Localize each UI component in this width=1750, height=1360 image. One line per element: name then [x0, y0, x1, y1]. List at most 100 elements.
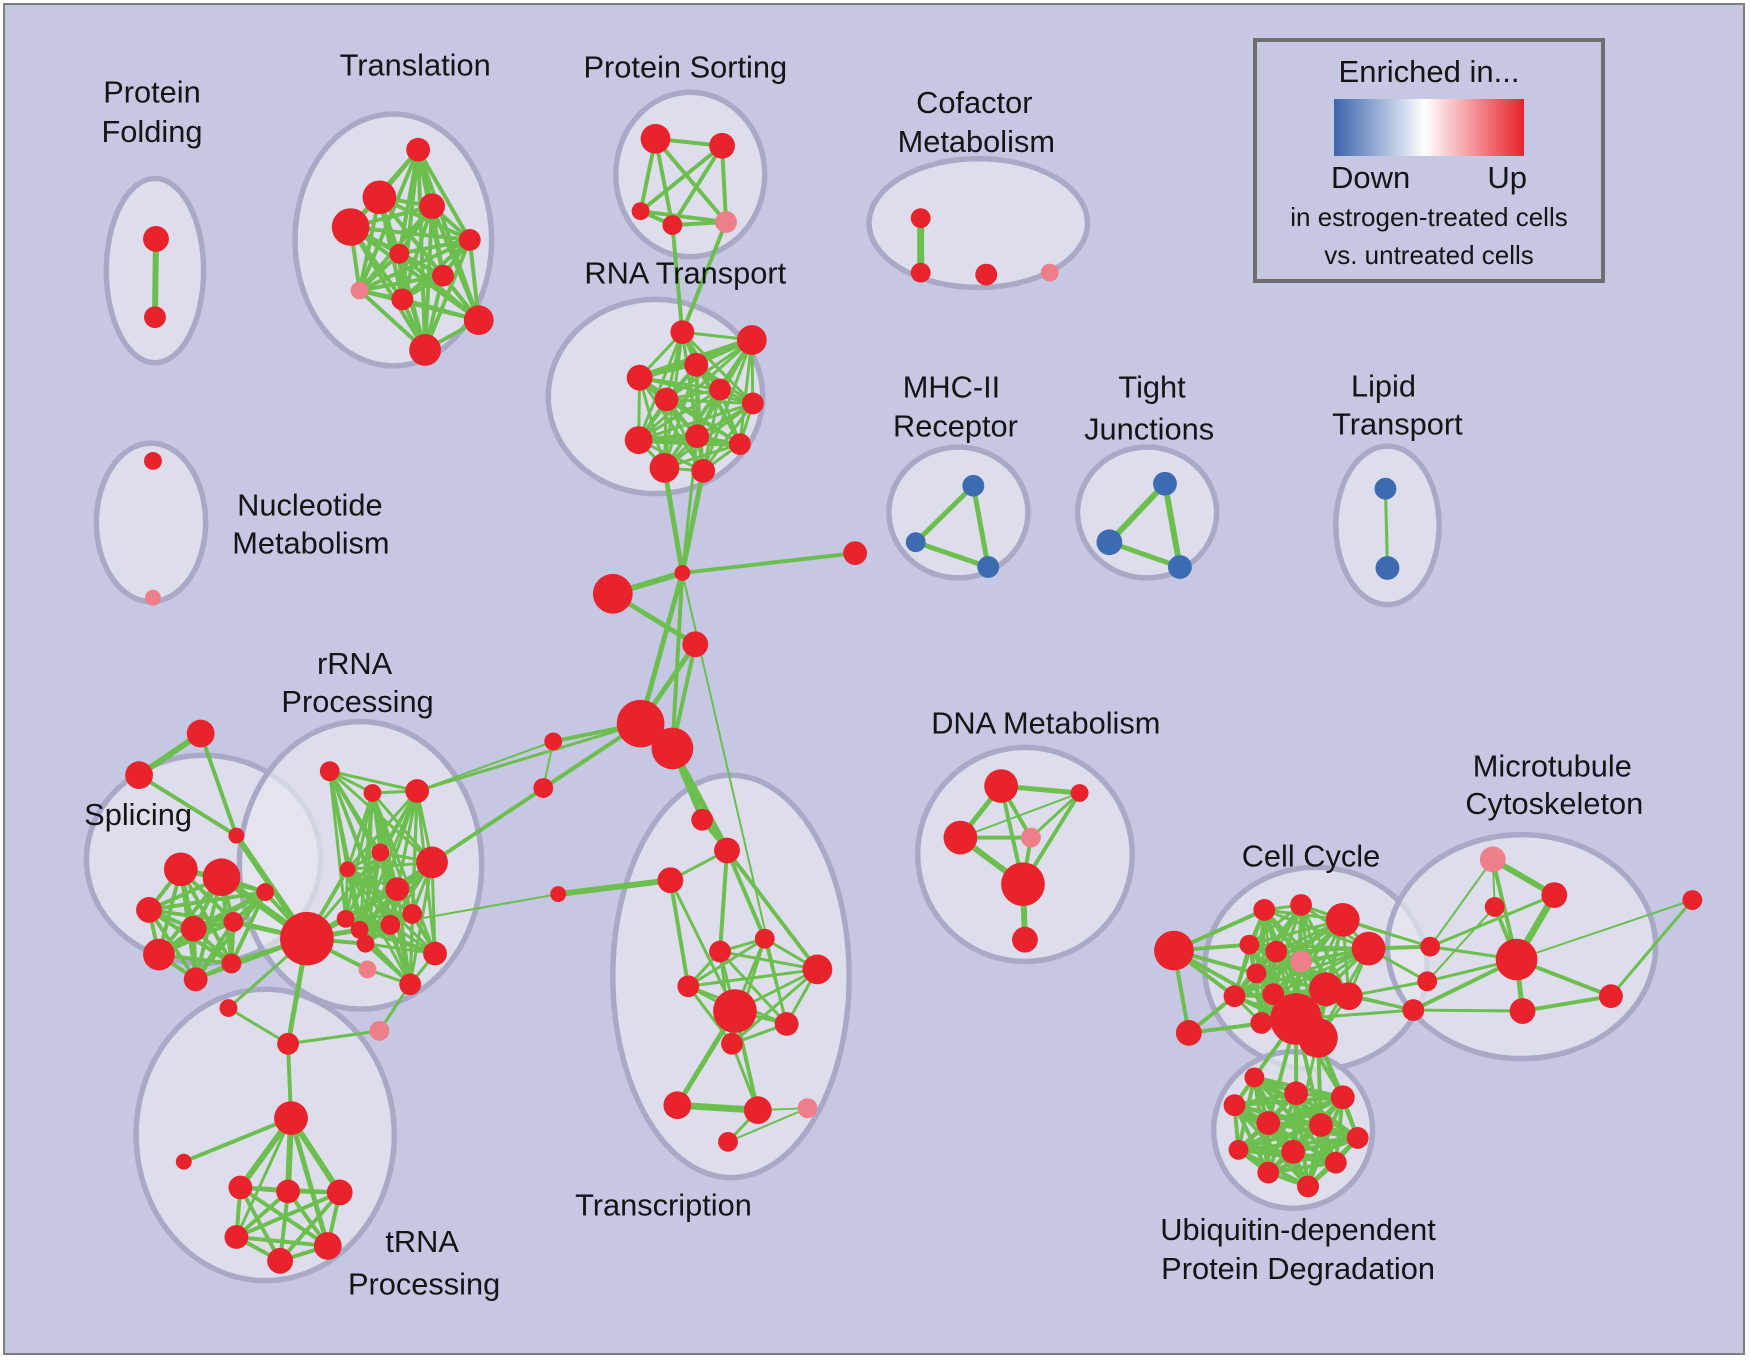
node-cn4[interactable] — [550, 886, 567, 903]
node-t6[interactable] — [389, 243, 410, 264]
node-cc5[interactable] — [1239, 934, 1260, 955]
node-u2[interactable] — [1284, 1081, 1309, 1106]
node-mt3[interactable] — [1509, 998, 1536, 1024]
node-tj3[interactable] — [1167, 555, 1192, 579]
node-u12[interactable] — [1297, 1175, 1319, 1198]
node-ps3[interactable] — [631, 202, 650, 221]
node-d3[interactable] — [943, 820, 978, 855]
node-t7[interactable] — [432, 264, 454, 287]
node-cf2[interactable] — [910, 262, 931, 283]
node-r7[interactable] — [741, 392, 764, 415]
node-s5[interactable] — [223, 911, 244, 932]
node-u3[interactable] — [1330, 1085, 1355, 1110]
node-n15[interactable] — [423, 941, 447, 966]
node-d6[interactable] — [1012, 926, 1038, 953]
node-cc12[interactable] — [1262, 983, 1285, 1006]
node-s4[interactable] — [180, 915, 207, 942]
node-n13[interactable] — [369, 1020, 390, 1041]
node-r2[interactable] — [736, 325, 767, 355]
node-u4[interactable] — [1223, 1094, 1246, 1117]
node-t4[interactable] — [419, 193, 445, 220]
node-u9[interactable] — [1281, 1139, 1306, 1164]
node-cc7[interactable] — [1290, 950, 1312, 973]
node-c4[interactable] — [682, 631, 709, 658]
node-cc4[interactable] — [1351, 931, 1386, 966]
node-cn3[interactable] — [657, 867, 684, 894]
node-tj2[interactable] — [1096, 529, 1123, 556]
node-u7[interactable] — [1346, 1127, 1369, 1149]
node-b3[interactable] — [1402, 999, 1425, 1021]
node-r8[interactable] — [624, 426, 653, 455]
node-n2[interactable] — [363, 784, 382, 802]
node-mt2[interactable] — [1484, 897, 1505, 917]
node-cc1[interactable] — [1253, 899, 1276, 921]
node-cc6[interactable] — [1265, 940, 1288, 963]
node-ps4[interactable] — [662, 215, 683, 235]
node-pf2[interactable] — [144, 306, 166, 329]
node-x6[interactable] — [721, 1032, 743, 1055]
node-cf1[interactable] — [910, 208, 931, 229]
node-cl2[interactable] — [533, 778, 554, 798]
node-cc9[interactable] — [1334, 982, 1363, 1011]
node-tr3[interactable] — [228, 827, 245, 844]
node-r1[interactable] — [670, 320, 695, 344]
node-s1[interactable] — [163, 852, 198, 887]
node-u6[interactable] — [1308, 1113, 1333, 1137]
node-d4[interactable] — [1020, 827, 1041, 848]
node-n10[interactable] — [350, 920, 369, 939]
node-ms[interactable] — [1682, 890, 1703, 910]
node-tj1[interactable] — [1153, 471, 1177, 496]
node-n17[interactable] — [277, 1032, 299, 1055]
node-k5[interactable] — [267, 1247, 294, 1274]
node-n3[interactable] — [405, 779, 430, 803]
node-xh[interactable] — [713, 989, 757, 1033]
node-tr2[interactable] — [125, 761, 153, 790]
node-s6[interactable] — [256, 883, 275, 902]
node-c2[interactable] — [843, 541, 868, 566]
node-k_sat[interactable] — [175, 1153, 192, 1170]
node-b2[interactable] — [1417, 971, 1438, 992]
node-n8[interactable] — [402, 903, 423, 924]
node-s3[interactable] — [136, 897, 162, 923]
node-cc3[interactable] — [1325, 903, 1360, 937]
node-u10[interactable] — [1324, 1151, 1347, 1174]
node-r11[interactable] — [649, 453, 680, 483]
node-b1[interactable] — [1420, 936, 1441, 957]
node-t11[interactable] — [409, 334, 441, 366]
node-k4[interactable] — [224, 1225, 249, 1249]
node-hub[interactable] — [280, 911, 334, 966]
node-cc2[interactable] — [1290, 894, 1312, 916]
node-x3[interactable] — [802, 954, 833, 985]
node-h1[interactable] — [616, 699, 665, 748]
node-cn2[interactable] — [714, 837, 740, 864]
node-s9[interactable] — [221, 953, 242, 974]
node-t1[interactable] — [406, 137, 431, 162]
node-cf3[interactable] — [975, 263, 998, 286]
node-n12[interactable] — [358, 960, 377, 979]
node-k3[interactable] — [326, 1179, 353, 1206]
node-cc15[interactable] — [1250, 1012, 1273, 1034]
node-d1[interactable] — [984, 769, 1019, 803]
node-n16[interactable] — [399, 973, 422, 996]
node-ps5[interactable] — [715, 211, 737, 233]
node-u1[interactable] — [1244, 1067, 1265, 1088]
node-r9[interactable] — [685, 424, 710, 449]
node-m3[interactable] — [977, 556, 1000, 578]
node-mp[interactable] — [1479, 846, 1506, 873]
node-pf1[interactable] — [143, 226, 169, 252]
node-n9[interactable] — [336, 909, 355, 928]
node-k6[interactable] — [313, 1232, 342, 1260]
node-ps2[interactable] — [709, 132, 735, 159]
node-nm1[interactable] — [144, 452, 162, 470]
node-cl1[interactable] — [544, 732, 563, 751]
node-nm2[interactable] — [145, 589, 161, 606]
node-c3[interactable] — [592, 573, 633, 614]
node-r10[interactable] — [729, 433, 751, 455]
node-lt1[interactable] — [1374, 477, 1397, 500]
node-n18[interactable] — [219, 999, 238, 1017]
node-cs1[interactable] — [1154, 930, 1194, 971]
node-mt1[interactable] — [1541, 882, 1568, 908]
node-x2[interactable] — [709, 940, 731, 963]
node-n6[interactable] — [416, 846, 448, 879]
node-t3[interactable] — [331, 208, 370, 246]
